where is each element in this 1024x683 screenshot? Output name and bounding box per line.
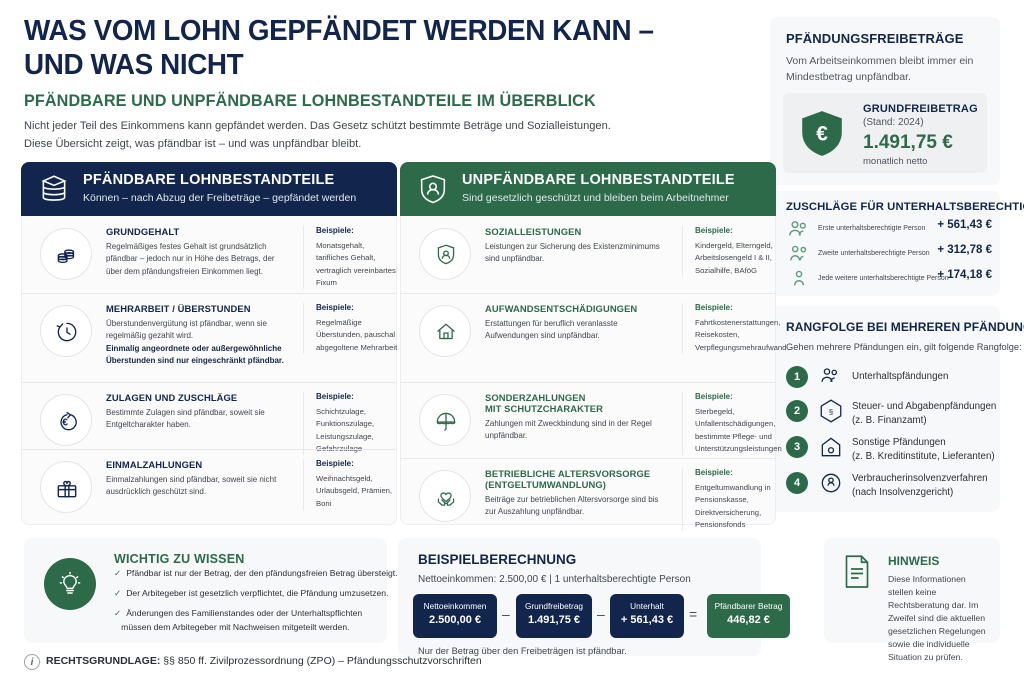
svg-text:§: § [829, 407, 833, 416]
svg-text:€: € [62, 417, 68, 428]
svg-text:€: € [816, 122, 828, 145]
